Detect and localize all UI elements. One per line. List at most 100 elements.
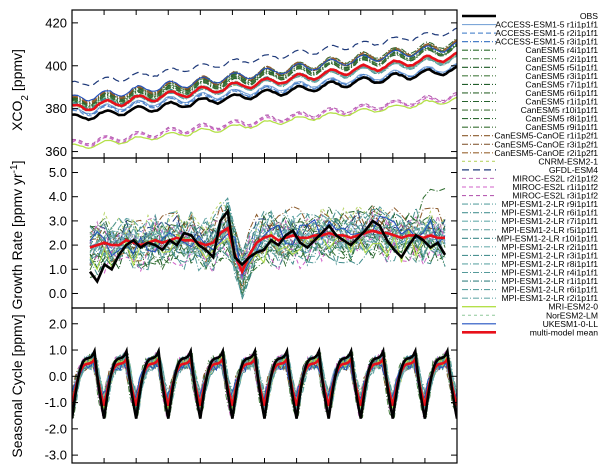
growth-rate-ylabel: Growth Rate [ppmv yr-1] (9, 161, 26, 310)
series-line (72, 54, 457, 108)
ytick-label: -3.0 (45, 448, 67, 463)
legend-label: MIROC-ES2L r3i1p1f2 (512, 191, 598, 201)
xco2-yticks: 360 380 400 420 (45, 10, 458, 159)
legend-label: GFDL-ESM4 (549, 165, 598, 175)
series-line (72, 63, 457, 116)
series-line (72, 39, 457, 105)
legend-label: CNRM-ESM2-1 (538, 156, 598, 166)
series-line (72, 91, 457, 145)
legend-label: MIROC-ES2L r2i1p1f2 (512, 173, 598, 183)
legend-label: CanESM5 r6i1p1f1 (525, 88, 598, 98)
growth-series-line (89, 228, 446, 280)
growth-series-line (89, 237, 446, 302)
series-line (72, 65, 457, 122)
series-line (72, 45, 457, 109)
growth-series-line (89, 213, 446, 269)
legend-label: CanESM5 r10i1p1f1 (521, 105, 599, 115)
growth-rate-yticks: 0.0 1.0 2.0 3.0 4.0 5.0 (49, 158, 458, 308)
legend-label: ACCESS-ESM1-5 r2i1p1f1 (495, 28, 598, 38)
legend-label: MPI-ESM1-2-LR r2i1p1f1 (502, 242, 599, 252)
series-line (72, 45, 457, 108)
series-line (72, 93, 457, 147)
legend-label: CanESM5 r2i1p1f1 (525, 54, 598, 64)
xco2-series-lines (72, 27, 457, 149)
legend-label: CanESM5 r9i1p1f1 (525, 122, 598, 132)
ytick-label: 1.0 (49, 343, 67, 358)
seasonal-series-line (72, 354, 457, 410)
seasonal-cycle-panel: -3.0 -2.0 -1.0 0.0 1.0 2.0 Seasonal Cycle [pp… (9, 307, 458, 464)
legend-label: MPI-ESM1-2-LR r6i1p1f1 (502, 285, 599, 295)
legend-label: MPI-ESM1-2-LR r6i1p1f1 (502, 208, 599, 218)
seasonal-mean-line (72, 355, 457, 407)
series-line (72, 39, 457, 104)
legend-label: OBS (580, 11, 598, 21)
legend-label: MPI-ESM1-2-LR r8i1p1f1 (502, 259, 599, 269)
legend-label: CanESM5 r7i1p1f1 (525, 79, 598, 89)
growth-rate-series-lines (88, 188, 447, 302)
growth-series-line (89, 199, 446, 264)
series-line (72, 51, 457, 112)
ytick-label: 1.0 (49, 262, 67, 277)
series-line (72, 43, 457, 107)
series-line (72, 41, 457, 102)
legend-label: ACCESS-ESM1-5 r1i1p1f1 (495, 20, 598, 30)
series-line (72, 62, 457, 115)
legend-label: UKESM1-0-LL (543, 319, 599, 329)
legend-label: multi-model mean (530, 327, 599, 337)
legend-label: CanESM5-CanOE r3i1p2f1 (494, 139, 598, 149)
legend-label: CanESM5 r4i1p1f1 (525, 45, 598, 55)
xco2-panel: 360 380 400 420 XCO2 [ppmv] (9, 9, 458, 159)
seasonal-series-line (72, 358, 457, 403)
ytick-label: 360 (45, 144, 67, 159)
growth-series-line (89, 218, 446, 272)
ytick-label: 4.0 (49, 189, 67, 204)
series-line (72, 43, 457, 107)
ytick-label: 3.0 (49, 213, 67, 228)
ytick-label: 420 (45, 15, 67, 30)
ytick-label: 380 (45, 101, 67, 116)
growth-series-line (89, 226, 446, 272)
growth-series-line (89, 197, 446, 253)
legend-label: MPI-ESM1-2-LR r7i1p1f1 (502, 216, 599, 226)
legend-label: NorESM2-LM (546, 310, 598, 320)
seasonal-cycle-ylabel: Seasonal Cycle [ppmv] (9, 314, 25, 457)
legend-label: MPI-ESM1-2-LR r2i1p1f1 (502, 293, 599, 303)
growth-series-line (89, 215, 446, 278)
legend-label: CanESM5 r5i1p1f1 (525, 62, 598, 72)
legend-label: MPI-ESM1-2-LR r1i1p1f1 (502, 276, 599, 286)
series-line (72, 93, 457, 147)
growth-rate-panel: 0.0 1.0 2.0 3.0 4.0 5.0 Growth Rate [ppmv yr-… (9, 157, 458, 310)
series-line (72, 27, 457, 87)
series-line (72, 38, 457, 103)
ytick-label: 0.0 (49, 286, 67, 301)
legend-label: MPI-ESM1-2-LR r9i1p1f1 (502, 199, 599, 209)
legend-label: CanESM5 r3i1p1f1 (525, 71, 598, 81)
growth-obs-line (88, 207, 447, 284)
legend-label: ACCESS-ESM1-5 r3i1p1f1 (495, 37, 598, 47)
seasonal-obs-line (72, 346, 457, 419)
legend-label: CanESM5-CanOE r1i1p2f1 (494, 131, 598, 141)
series-line (72, 96, 457, 149)
ytick-label: 0.0 (49, 369, 67, 384)
ytick-label: 5.0 (49, 165, 67, 180)
ytick-label: 2.0 (49, 238, 67, 253)
legend-label: MPI-ESM1-2-LR r5i1p1f1 (502, 225, 599, 235)
seasonal-cycle-yticks: -3.0 -2.0 -1.0 0.0 1.0 2.0 (45, 308, 458, 463)
seasonal-cycle-series-lines (72, 346, 457, 420)
legend-label: MIROC-ES2L r1i1p1f2 (512, 182, 598, 192)
legend-label: CanESM5 r8i1p1f1 (525, 114, 598, 124)
growth-series-line (89, 216, 446, 260)
growth-series-line (89, 218, 446, 275)
xco2-ylabel: XCO2 [ppmv] (9, 49, 31, 131)
ytick-label: -1.0 (45, 395, 67, 410)
legend-label: MPI-ESM1-2-LR r4i1p1f1 (502, 268, 599, 278)
legend-label: MPI-ESM1-2-LR r3i1p1f1 (502, 250, 599, 260)
legend-label: MPI-ESM1-2-LR r10i1p1f1 (497, 233, 598, 243)
legend-label: CanESM5 r1i1p1f1 (525, 97, 598, 107)
ytick-label: 2.0 (49, 316, 67, 331)
growth-series-line (89, 234, 446, 299)
legend-label: MRI-ESM2-0 (548, 302, 598, 312)
ytick-label: -2.0 (45, 421, 67, 436)
